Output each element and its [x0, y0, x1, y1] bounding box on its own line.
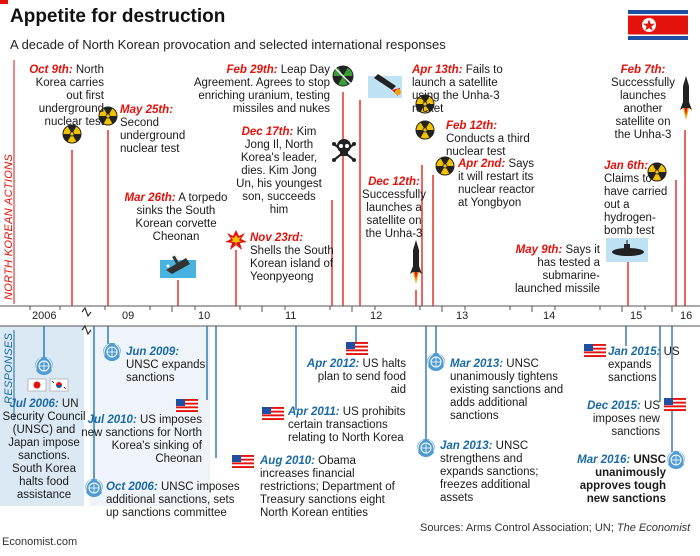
response-jul-2010: Jul 2010: US imposes new sanctions for N… [81, 414, 202, 465]
response-oct-2006: Oct 2006: UNSC imposes additional sancti… [106, 481, 240, 519]
us-flag-icon [346, 342, 368, 355]
action-dec-2012: Dec 12th: Successfully launches a satell… [362, 176, 426, 240]
footer-credit: Economist.com [2, 536, 78, 548]
page-title: Appetite for destruction [10, 6, 226, 27]
response-jun-2009: Jun 2009: UNSC expands sanctions [126, 346, 206, 384]
rocket-icon [680, 76, 692, 120]
rocket-icon [410, 240, 422, 284]
skull-icon [332, 139, 356, 162]
year-label: 14 [543, 310, 556, 322]
us-flag-icon [176, 399, 198, 412]
un-icon [667, 451, 685, 469]
submarine-icon [606, 238, 648, 262]
response-dec-2015: Dec 2015: US imposes new sanctions [587, 400, 660, 438]
year-label: 16 [680, 310, 693, 322]
us-flag-icon [584, 344, 606, 357]
un-icon [417, 439, 435, 457]
year-label: 15 [630, 310, 643, 322]
us-flag-icon [664, 398, 686, 411]
action-may-2015: May 9th: Says it has tested a submarine-… [514, 244, 600, 295]
year-label: 13 [456, 310, 469, 322]
response-mar-2016: Mar 2016: UNSC unanimously approves toug… [577, 454, 666, 505]
failed-rocket-icon [368, 74, 402, 98]
action-jan-2016: Jan 6th: Claims to have carried out a hy… [604, 160, 668, 237]
radiation-icon [415, 120, 435, 140]
un-icon [35, 357, 53, 375]
action-feb-2013: Feb 12th: Conducts a third nuclear test [446, 120, 530, 158]
radiation-icon [435, 156, 455, 176]
response-leader-lines [43, 326, 673, 480]
japan-flag-icon [27, 378, 47, 392]
un-icon [85, 479, 103, 497]
response-jan-2013: Jan 2013: UNSC strengthens and expands s… [440, 440, 539, 504]
year-label: 10 [198, 310, 211, 322]
axis-ticks [29, 306, 673, 312]
south-korea-flag-icon [49, 378, 69, 392]
action-nov-2010: Nov 23rd: Shells the South Korean island… [250, 232, 334, 283]
action-feb-2016: Feb 7th: Successfully launches another s… [611, 64, 675, 141]
sinking-ship-icon [160, 255, 196, 278]
side-label-responses: RESPONSES [3, 332, 15, 404]
action-dec-2011: Dec 17th: Kim Jong Il, North Korea's lea… [236, 126, 322, 216]
radiation-icon [415, 94, 435, 114]
footer-sources: Sources: Arms Control Association; UN; T… [420, 522, 691, 534]
action-mar-2010: Mar 26th: A torpedo sinks the South Kore… [124, 192, 228, 243]
action-oct-2006: Oct 9th: North Korea carries out first u… [29, 64, 104, 128]
action-apr-2012: Apr 13th: Fails to launch a satellite us… [412, 64, 503, 115]
action-may-2009: May 25th: Second underground nuclear tes… [120, 104, 186, 155]
side-label-actions: NORTH KOREAN ACTIONS [3, 154, 15, 300]
response-mar-2013: Mar 2013: UNSC unanimously tightens exis… [450, 358, 564, 422]
us-flag-icon [262, 407, 284, 420]
action-leader-lines [71, 92, 686, 306]
un-icon [103, 343, 121, 361]
year-label: 11 [285, 310, 297, 322]
year-label: 09 [122, 310, 135, 322]
response-apr-2011: Apr 2011: US prohibits certain transacti… [288, 406, 406, 444]
action-feb-2012: Feb 29th: Leap Day Agreement. Agrees to … [193, 64, 330, 115]
year-label: 12 [370, 310, 383, 322]
response-jan-2015: Jan 2015: US expands sanctions [608, 346, 680, 384]
year-label: 2006 [32, 310, 57, 322]
us-flag-icon [232, 455, 254, 468]
radiation-icon [647, 162, 667, 182]
crossed-radiation-icon [332, 65, 354, 87]
response-jul-2006: Jul 2006: UN Security Council (UNSC) and… [2, 398, 86, 501]
explosion-icon [225, 230, 247, 250]
radiation-icon [98, 106, 118, 126]
north-korea-flag-icon [628, 10, 688, 40]
response-aug-2010: Aug 2010: Obama increases financial rest… [260, 455, 395, 519]
header-red-tick [0, 0, 8, 4]
response-apr-2012: Apr 2012: US halts plan to send food aid [306, 358, 406, 396]
radiation-icon [62, 124, 82, 144]
action-apr-2013: Apr 2nd: Says it will restart its nuclea… [458, 158, 535, 209]
page-subtitle: A decade of North Korean provocation and… [10, 37, 446, 52]
un-icon [427, 353, 445, 371]
